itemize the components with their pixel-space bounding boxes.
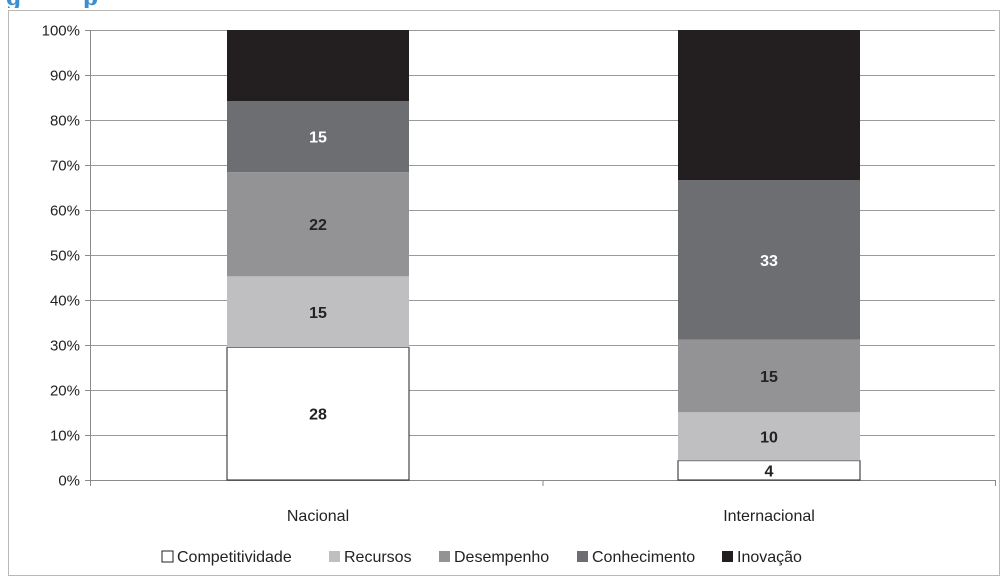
- bars: [226, 30, 861, 481]
- chart-title-fragment: g p g: [0, 0, 1003, 8]
- bar-segment-inovacao: [678, 30, 860, 180]
- bar-segment-competitividade: [677, 460, 861, 481]
- bar-segment-inovacao: [227, 30, 409, 102]
- y-tick-label: 10%: [50, 428, 80, 445]
- legend-swatch: [577, 551, 588, 562]
- y-tick-label: 60%: [50, 203, 80, 220]
- bar-segment-competitividade: [226, 346, 410, 481]
- axes: 0% 10% 20% 30% 40% 50% 60% 70% 80% 90% 100% Naciona…: [42, 23, 996, 525]
- data-label: 4: [765, 463, 774, 480]
- x-category-label: Nacional: [287, 508, 349, 525]
- y-tick-label: 80%: [50, 113, 80, 130]
- data-label: 22: [309, 217, 327, 234]
- data-label: 10: [760, 429, 778, 446]
- data-label: 15: [309, 305, 327, 322]
- x-category-label: Internacional: [723, 508, 815, 525]
- data-labels: 28 15 22 15 4 10 15 33: [309, 130, 778, 481]
- y-tick-label: 0%: [58, 473, 80, 490]
- legend-label: Recursos: [344, 549, 412, 566]
- data-label: 28: [309, 407, 327, 424]
- legend-label: Competitividade: [177, 549, 292, 566]
- data-label: 15: [760, 369, 778, 386]
- y-tick-label: 50%: [50, 248, 80, 265]
- data-label: 15: [309, 130, 327, 147]
- data-label: 33: [760, 253, 778, 270]
- bar-segment-desempenho: [227, 172, 409, 277]
- legend-label: Desempenho: [454, 549, 549, 566]
- legend-label: Conhecimento: [592, 549, 695, 566]
- legend: Competitividade Recursos Desempenho Conheci…: [161, 549, 802, 566]
- bar-segment-conhecimento: [678, 180, 860, 340]
- legend-swatch: [439, 551, 450, 562]
- y-tick-label: 90%: [50, 68, 80, 85]
- legend-label: Inovação: [737, 549, 802, 566]
- legend-swatch: [722, 551, 733, 562]
- bar-segment-desempenho: [678, 339, 860, 413]
- bar-segment-recursos: [678, 412, 860, 461]
- chart-frame: [8, 10, 1000, 576]
- y-tick-label: 20%: [50, 383, 80, 400]
- bar-segment-recursos: [227, 276, 409, 348]
- legend-swatch: [329, 551, 340, 562]
- y-tick-label: 40%: [50, 293, 80, 310]
- y-tick-label: 100%: [42, 23, 80, 40]
- y-tick-label: 70%: [50, 158, 80, 175]
- y-tick-label: 30%: [50, 338, 80, 355]
- bar-segment-conhecimento: [227, 101, 409, 173]
- legend-swatch: [161, 550, 174, 563]
